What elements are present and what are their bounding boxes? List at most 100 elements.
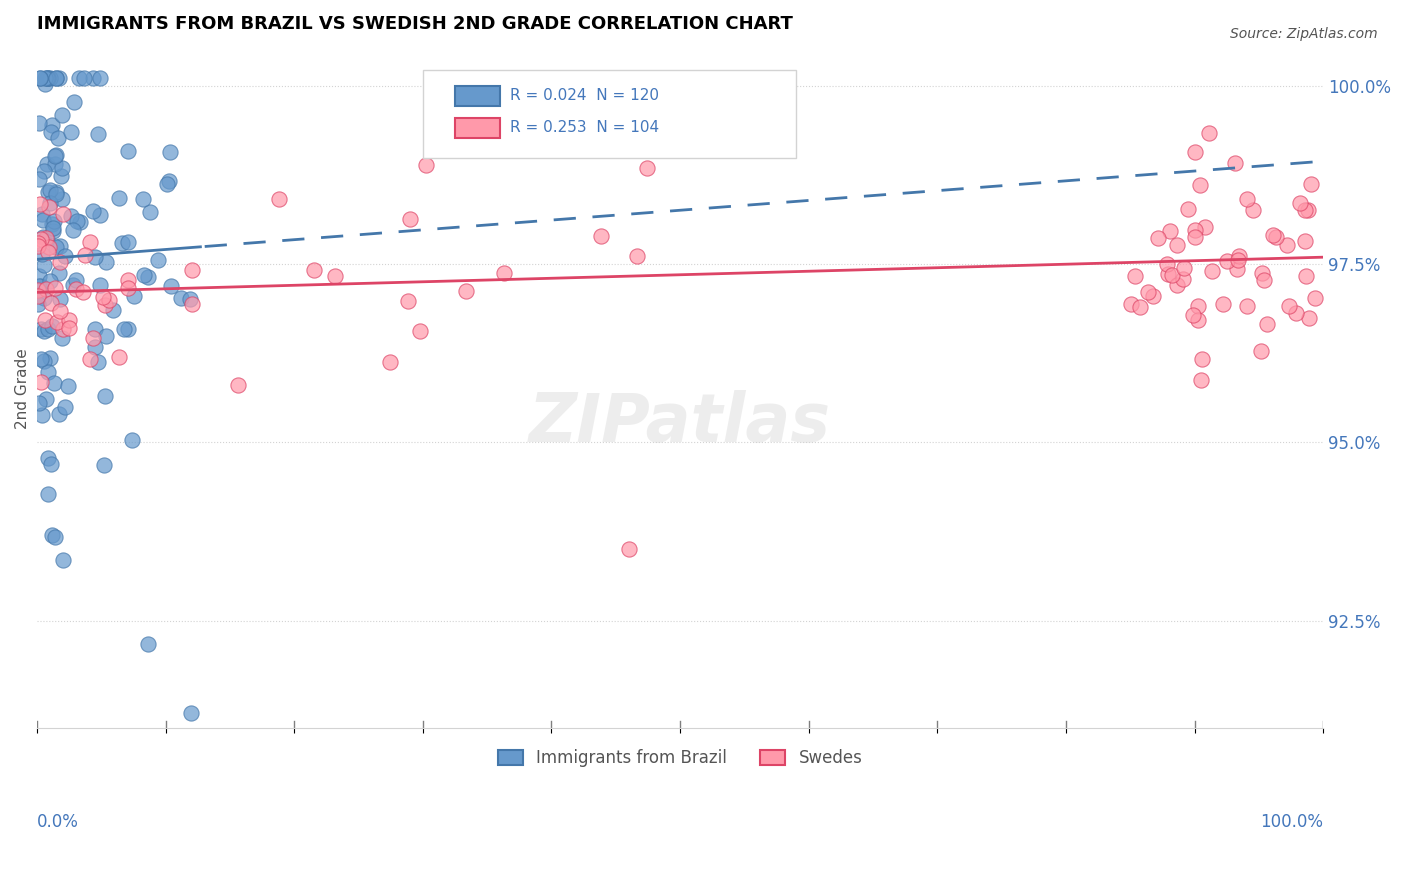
Point	[51, 161, 73, 175]
Point	[62, 277, 84, 292]
Point	[1184, 145, 1206, 159]
Point	[72, 285, 94, 299]
Point	[1184, 222, 1206, 236]
Text: ZIPatlas: ZIPatlas	[529, 390, 831, 456]
Point	[1250, 266, 1272, 280]
Point	[37, 321, 59, 335]
Point	[456, 284, 478, 298]
Point	[1191, 372, 1213, 386]
Point	[82, 71, 104, 86]
Point	[494, 266, 516, 280]
FancyBboxPatch shape	[456, 118, 501, 138]
Point	[89, 277, 111, 292]
Point	[65, 282, 87, 296]
Point	[1295, 269, 1317, 284]
Point	[112, 322, 135, 336]
Point	[28, 116, 51, 130]
Point	[96, 329, 118, 343]
Point	[146, 252, 169, 267]
Point	[34, 164, 56, 178]
Point	[117, 235, 139, 249]
Point	[617, 542, 640, 557]
Point	[41, 220, 63, 235]
Point	[1301, 177, 1323, 191]
Text: R = 0.253  N = 104: R = 0.253 N = 104	[510, 120, 659, 136]
Point	[1253, 272, 1275, 286]
Point	[181, 263, 204, 277]
Point	[44, 148, 66, 162]
Point	[79, 352, 101, 367]
Point	[34, 392, 56, 406]
Point	[267, 192, 290, 206]
Point	[30, 278, 52, 293]
Point	[41, 217, 63, 231]
Point	[51, 192, 73, 206]
Point	[1184, 230, 1206, 244]
Point	[179, 292, 201, 306]
Point	[66, 214, 89, 228]
Point	[45, 71, 67, 86]
Point	[58, 312, 80, 326]
Point	[27, 297, 49, 311]
Point	[38, 351, 60, 365]
Point	[27, 278, 49, 293]
Point	[325, 269, 347, 284]
Point	[111, 236, 134, 251]
Point	[65, 273, 87, 287]
Point	[98, 293, 121, 307]
Point	[159, 278, 181, 293]
Point	[136, 269, 159, 284]
Point	[35, 282, 58, 296]
Point	[39, 457, 62, 471]
Point	[44, 530, 66, 544]
Point	[34, 312, 56, 326]
Point	[89, 71, 111, 86]
Point	[1173, 261, 1195, 276]
Point	[1201, 263, 1223, 277]
Point	[37, 365, 59, 379]
Point	[89, 208, 111, 222]
Text: IMMIGRANTS FROM BRAZIL VS SWEDISH 2ND GRADE CORRELATION CHART: IMMIGRANTS FROM BRAZIL VS SWEDISH 2ND GR…	[37, 15, 793, 33]
Point	[1187, 313, 1209, 327]
Point	[34, 77, 56, 91]
Point	[1284, 306, 1306, 320]
Point	[399, 211, 422, 226]
Point	[49, 255, 72, 269]
Point	[27, 287, 49, 301]
Point	[41, 296, 63, 310]
Point	[159, 145, 181, 159]
Point	[35, 231, 58, 245]
Point	[1256, 317, 1278, 331]
Point	[34, 71, 56, 86]
Point	[51, 331, 73, 345]
Point	[93, 458, 115, 472]
Point	[38, 200, 60, 214]
Point	[45, 148, 67, 162]
Point	[121, 433, 143, 447]
Point	[63, 95, 86, 109]
Point	[1177, 202, 1199, 216]
Point	[82, 331, 104, 345]
Point	[1119, 297, 1142, 311]
Point	[1189, 178, 1212, 192]
Point	[27, 283, 49, 297]
Point	[91, 289, 114, 303]
Point	[51, 169, 73, 183]
FancyBboxPatch shape	[423, 70, 796, 158]
Point	[626, 249, 648, 263]
Point	[37, 71, 59, 86]
Point	[94, 255, 117, 269]
Point	[30, 322, 52, 336]
Point	[1236, 192, 1258, 206]
Point	[37, 450, 59, 465]
Point	[28, 172, 51, 186]
Point	[636, 161, 658, 175]
Point	[117, 321, 139, 335]
Point	[30, 71, 52, 86]
Point	[49, 239, 72, 253]
Point	[1227, 252, 1250, 267]
Point	[302, 262, 325, 277]
Point	[44, 157, 66, 171]
Point	[101, 302, 124, 317]
Point	[39, 274, 62, 288]
